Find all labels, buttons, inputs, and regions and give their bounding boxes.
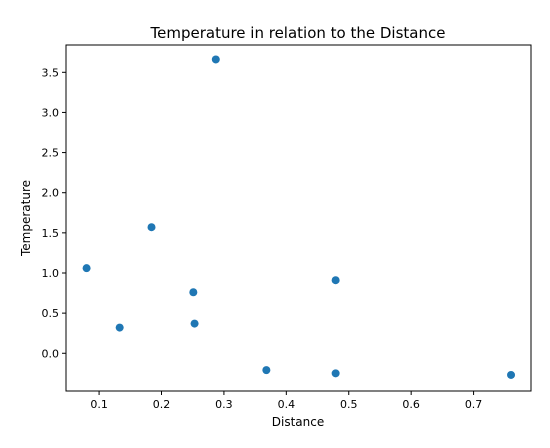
scatter-point <box>262 366 271 375</box>
y-tick-label: 3.5 <box>42 66 60 79</box>
y-tick-label: 2.5 <box>42 147 60 160</box>
y-axis-label: Temperature <box>19 180 33 257</box>
plot-area <box>65 44 532 392</box>
x-tick-label: 0.2 <box>153 398 171 411</box>
y-tick-label: 2.0 <box>42 187 60 200</box>
y-tick-label: 3.0 <box>42 106 60 119</box>
scatter-point <box>82 264 91 273</box>
scatter-point <box>115 323 124 332</box>
scatter-point <box>331 369 340 378</box>
x-tick-label: 0.1 <box>90 398 108 411</box>
x-axis-label: Distance <box>272 415 324 429</box>
x-tick-label: 0.7 <box>465 398 483 411</box>
chart-title: Temperature in relation to the Distance <box>150 24 446 42</box>
scatter-points <box>82 55 516 379</box>
scatter-point <box>211 55 220 64</box>
x-axis: 0.1 0.2 0.3 0.4 0.5 0.6 0.7 <box>90 391 482 411</box>
plot-frame <box>65 44 532 392</box>
x-tick-label: 0.4 <box>278 398 296 411</box>
scatter-point <box>190 319 199 328</box>
y-tick-label: 0.5 <box>42 307 60 320</box>
scatter-point <box>147 223 156 232</box>
x-tick-label: 0.5 <box>340 398 358 411</box>
y-tick-label: 0.0 <box>42 347 60 360</box>
y-tick-label: 1.0 <box>42 267 60 280</box>
x-tick-label: 0.3 <box>215 398 233 411</box>
scatter-point <box>331 276 340 285</box>
scatter-point <box>507 370 516 379</box>
y-axis: 0.0 0.5 1.0 1.5 2.0 2.5 3.0 3.5 <box>42 66 66 360</box>
y-tick-label: 1.5 <box>42 227 60 240</box>
x-tick-label: 0.6 <box>402 398 420 411</box>
scatter-point <box>189 288 198 297</box>
